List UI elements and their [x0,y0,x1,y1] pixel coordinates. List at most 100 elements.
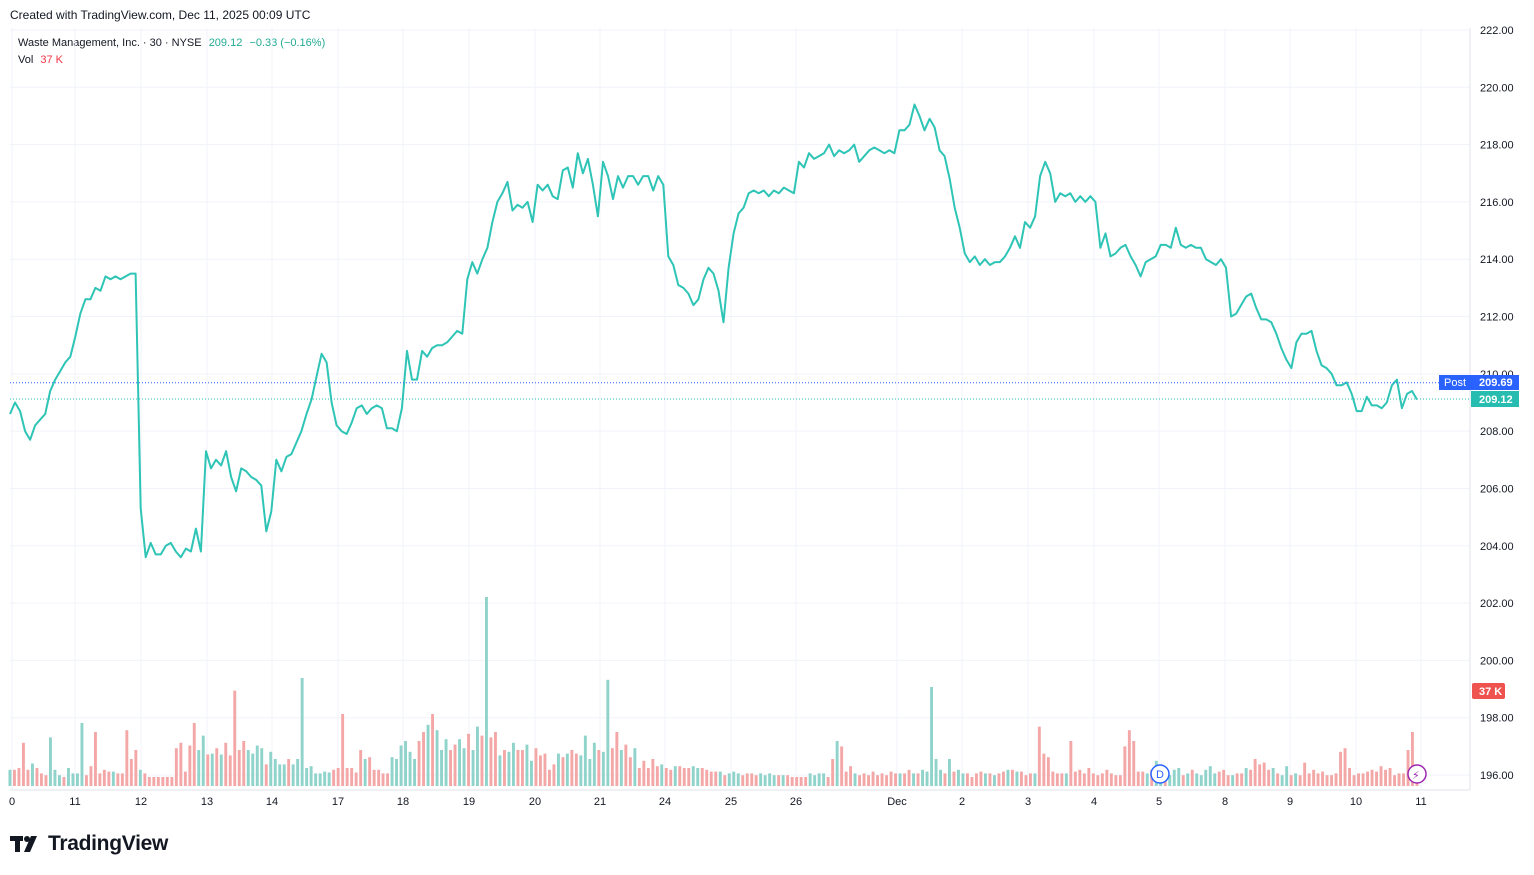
volume-bar [494,732,497,786]
volume-bar [592,742,596,786]
volume-bar [35,768,39,786]
volume-bar [1046,757,1050,786]
tradingview-logo[interactable]: TradingView [10,832,168,856]
volume-bar [912,773,915,786]
volume-bar [795,777,799,786]
legend-symbol[interactable]: Waste Management, Inc. · 30 · NYSE [18,37,202,49]
volume-bar [368,757,372,786]
volume-bar [1366,771,1369,786]
x-tick-label: 20 [529,796,541,808]
volume-bar [201,735,205,786]
volume-bar [1064,773,1068,786]
volume-bar [197,750,201,786]
volume-bar [1307,773,1311,786]
volume-bar [1406,750,1410,786]
volume-bar [1352,775,1356,786]
volume-bar [237,750,241,786]
x-tick-label: 11 [69,796,80,808]
volume-bar [300,678,304,786]
volume-bar [1073,771,1077,786]
volume-bar [53,769,57,786]
volume-bar [111,771,115,786]
volume-bar [831,759,835,786]
volume-bar [1037,726,1041,786]
volume-bar [669,769,673,786]
volume-bar [314,773,318,786]
volume-bar [579,755,583,786]
volume-bar [1397,773,1401,786]
volume-bar [606,679,610,786]
volume-bar [723,775,727,786]
volume-bar [1042,753,1046,786]
volume-bar [1091,773,1095,786]
tradingview-logo-text: TradingView [48,832,169,855]
volume-bar [1312,769,1316,786]
volume-bar [1393,775,1396,786]
volume-bar [705,769,709,786]
volume-bar [921,769,924,786]
volume-bar [282,764,286,786]
x-tick-label: 0 [9,796,15,808]
x-tick-label: 14 [266,796,278,808]
volume-bar [350,768,354,786]
y-tick-label: 222.00 [1480,25,1514,37]
legend-vol-label[interactable]: Vol [18,54,34,66]
x-tick-label: 2 [959,796,965,808]
volume-bar [138,769,142,786]
volume-bar [215,748,219,786]
volume-bar [1375,771,1378,786]
volume-bar [1015,771,1019,786]
volume-bar [449,750,452,786]
volume-badge-text: 37 K [1479,686,1502,698]
volume-bar [417,741,421,786]
volume-bar [736,773,740,786]
volume-bar [543,753,547,786]
created-with-text: Created with TradingView.com, Dec 11, 20… [10,8,311,22]
volume-bar [781,775,785,786]
volume-bar [646,768,650,786]
volume-bar [1190,769,1194,786]
volume-bar [40,773,43,786]
volume-bar [309,766,313,786]
volume-bar [925,771,929,786]
volume-bar [476,726,479,786]
volume-bar [853,773,857,786]
y-tick-label: 196.00 [1480,770,1514,782]
volume-bar [889,771,893,786]
y-tick-label: 200.00 [1480,655,1514,667]
volume-bar [601,751,605,786]
volume-bar [1096,775,1100,786]
dividend-marker-label: D [1156,769,1164,781]
legend-change: −0.33 (−0.16%) [249,37,326,49]
volume-bar [651,759,655,786]
volume-bar [359,750,363,786]
volume-bar [1262,762,1266,786]
volume-bar [539,755,542,786]
y-tick-label: 212.00 [1480,312,1514,324]
volume-bar [741,775,745,786]
volume-bar [1361,773,1365,786]
volume-bar [291,764,295,786]
volume-bar [561,757,565,786]
volume-bar [242,741,246,786]
earnings-marker-icon[interactable]: ⚡ [1407,764,1427,784]
dividend-marker[interactable]: D [1150,764,1170,784]
volume-bar [732,771,736,786]
volume-bar [1271,768,1275,786]
x-tick-label: 5 [1156,796,1162,808]
volume-bar [610,748,614,786]
volume-bar [1204,769,1208,786]
x-tick-label: 26 [790,796,802,808]
legend-price: 209.12 [208,37,243,49]
volume-bar [1020,771,1023,786]
volume-bar [1294,773,1298,786]
x-tick-label: 4 [1091,796,1097,808]
volume-bar [503,750,506,786]
volume-bar [471,750,475,786]
volume-bar [1384,769,1387,786]
volume-bar [957,769,960,786]
volume-bar [1222,769,1226,786]
volume-bar [426,724,430,786]
volume-bar [462,748,466,786]
